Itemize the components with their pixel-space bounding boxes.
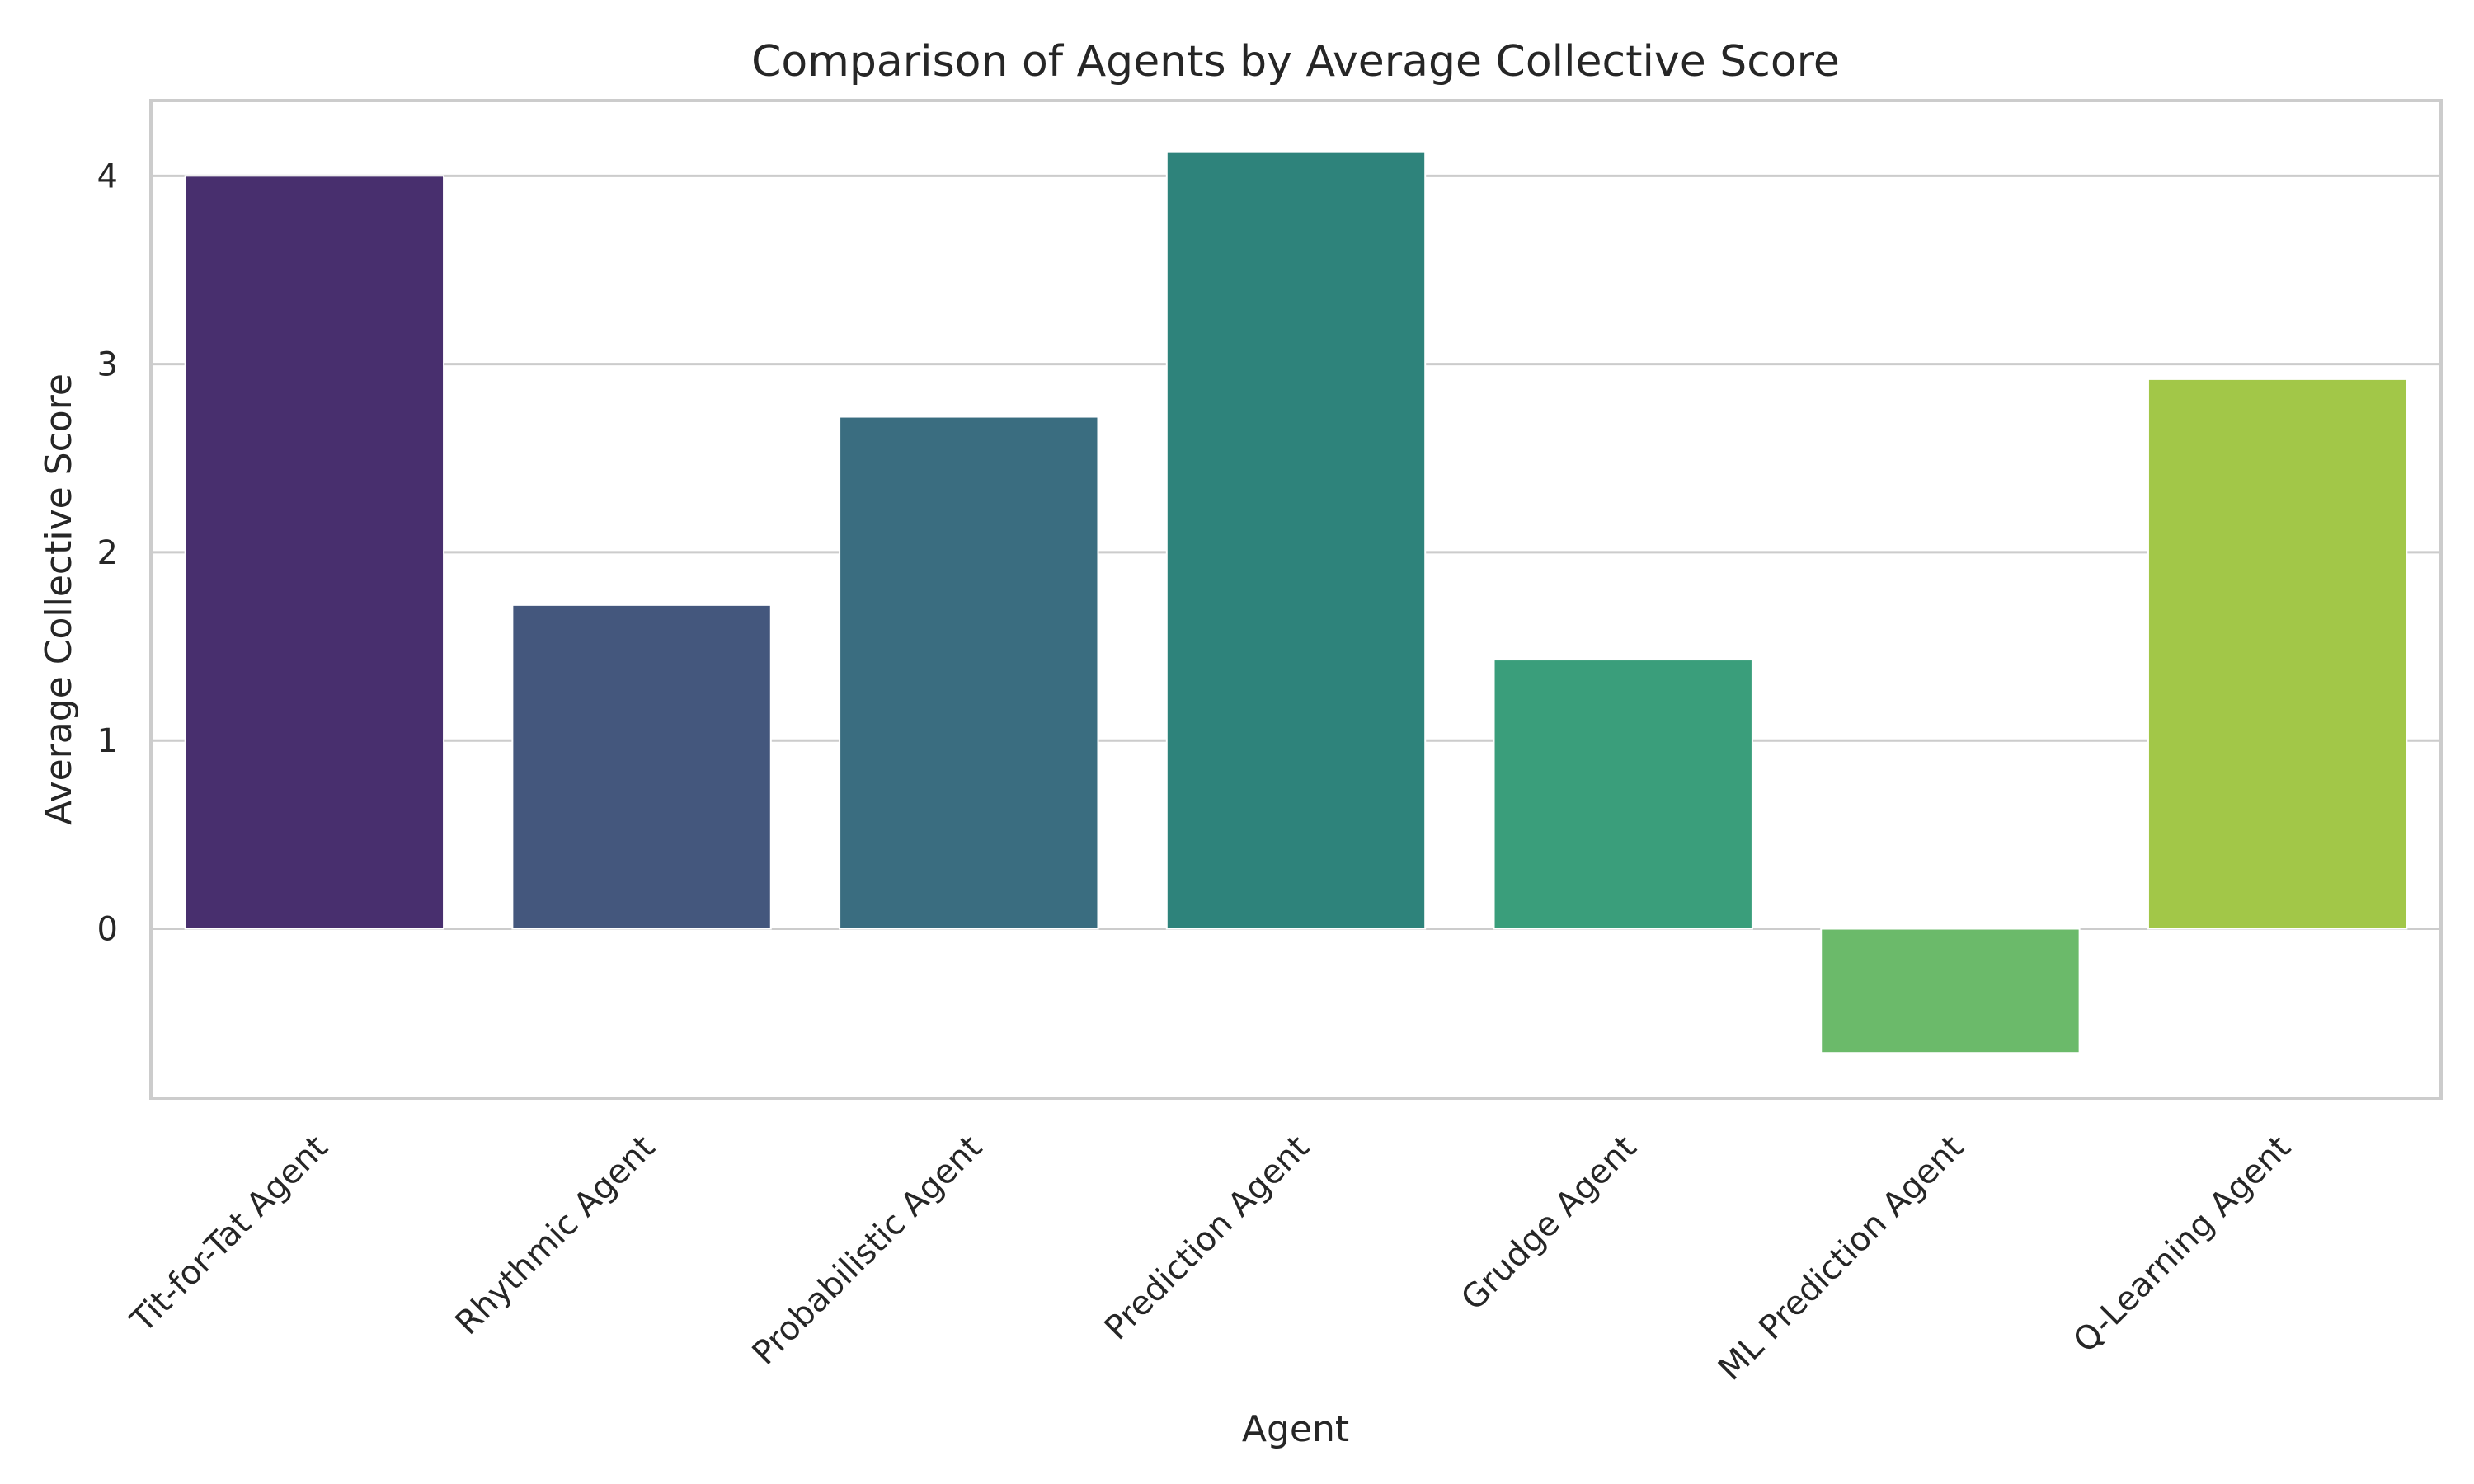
y-tick-label: 3 xyxy=(97,346,118,384)
x-tick-label: Probabilistic Agent xyxy=(745,1129,990,1373)
y-axis-label: Average Collective Score xyxy=(38,373,80,825)
bar xyxy=(511,603,772,930)
y-tick-label: 1 xyxy=(97,722,118,760)
plot-frame xyxy=(149,99,2443,1100)
x-axis-ticks: Tit-for-Tat Agent Rhythmic Agent Probabili… xyxy=(123,1129,2298,1388)
bar xyxy=(184,175,445,930)
x-tick-label: Grudge Agent xyxy=(1454,1129,1644,1318)
bar xyxy=(1820,928,2081,1054)
chart-title: Comparison of Agents by Average Collecti… xyxy=(751,37,1840,87)
y-axis-ticks: 0 1 2 3 4 xyxy=(97,157,118,948)
bar xyxy=(2147,378,2408,930)
x-tick-label: Prediction Agent xyxy=(1098,1129,1317,1348)
bar xyxy=(1493,659,1753,930)
y-tick-label: 4 xyxy=(97,157,118,195)
bar xyxy=(1165,150,1427,930)
y-tick-label: 0 xyxy=(97,911,118,949)
x-tick-label: ML Prediction Agent xyxy=(1711,1129,1971,1388)
x-tick-label: Tit-for-Tat Agent xyxy=(123,1129,335,1341)
x-tick-label: Rhythmic Agent xyxy=(449,1129,663,1343)
x-tick-label: Q-Learning Agent xyxy=(2066,1129,2298,1360)
x-axis-label: Agent xyxy=(1242,1408,1349,1450)
bar xyxy=(839,416,1099,930)
bars xyxy=(184,150,2408,1054)
y-tick-label: 2 xyxy=(97,534,118,572)
